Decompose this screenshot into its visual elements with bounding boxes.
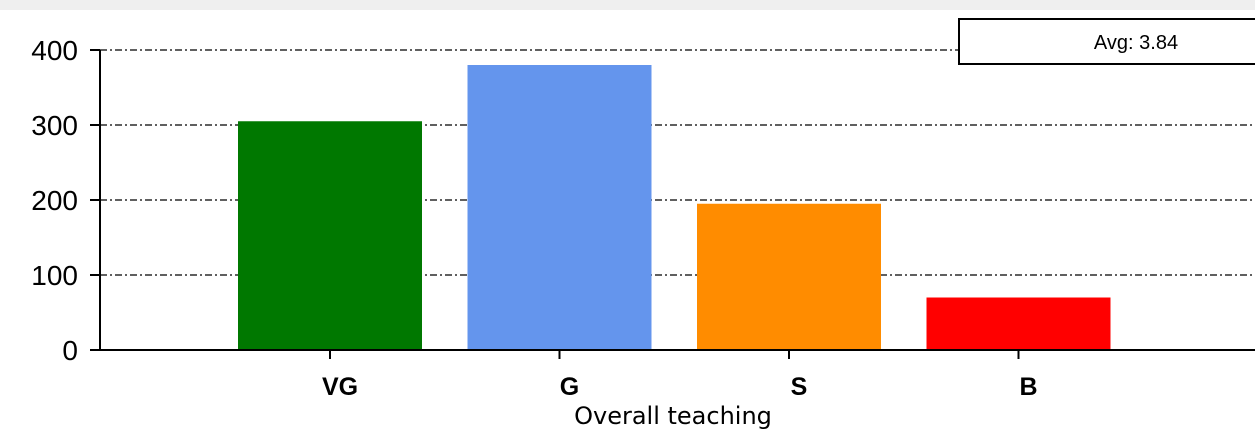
bar-vg [238,121,422,350]
y-tick-label: 400 [31,35,78,66]
y-tick-label: 300 [31,110,78,141]
avg-label: Avg: 3.84 [1094,32,1178,54]
y-tick-label: 0 [62,335,78,366]
y-tick-label: 100 [31,260,78,291]
bar-g [467,65,652,350]
y-ticks: 0 100 200 300 400 [31,35,100,366]
x-tick-label-s: S [791,373,808,401]
x-tick-label-b: B [1019,373,1037,401]
x-tick-label-g: G [560,373,579,401]
legend-box: Avg: 3.84 [958,18,1255,65]
x-ticks: VG G S B [322,350,1038,401]
bar-b [926,297,1111,350]
bar-s [697,203,881,350]
bars [238,65,1111,350]
top-strip [0,0,1255,10]
y-tick-label: 200 [31,185,78,216]
x-tick-label-vg: VG [322,373,358,401]
x-axis-title: Overall teaching [574,402,772,430]
